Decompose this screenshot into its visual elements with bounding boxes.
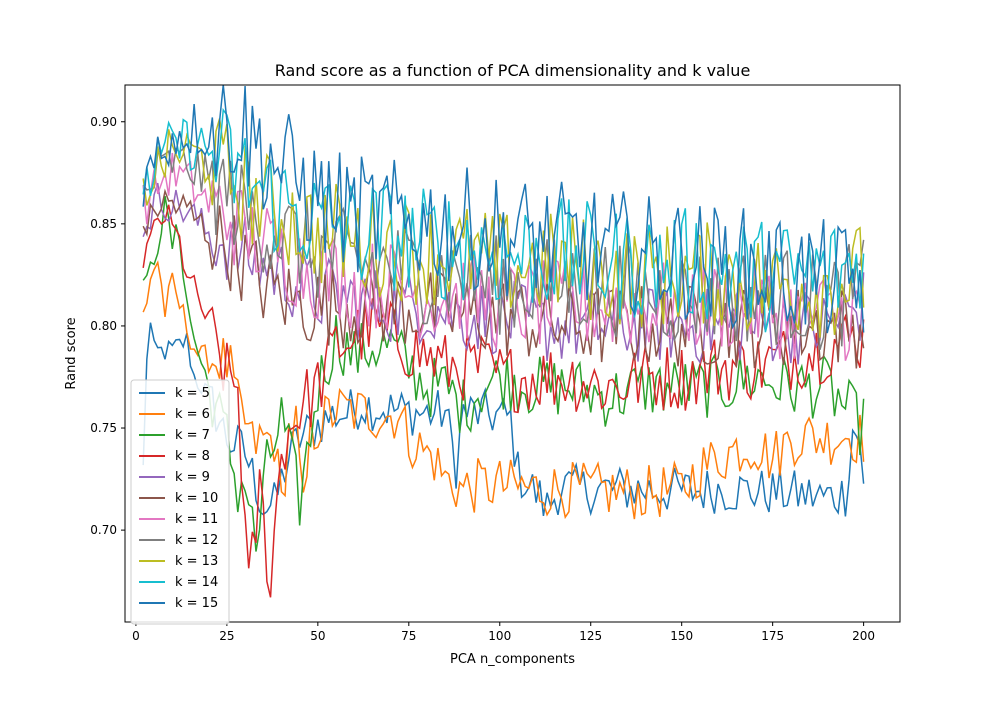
y-tick-label: 0.90 — [90, 115, 117, 129]
legend-label: k = 15 — [175, 596, 218, 611]
x-tick-label: 25 — [219, 629, 234, 643]
series-line-k10 — [142, 188, 865, 369]
y-axis: 0.70 0.75 0.80 0.85 0.90 — [90, 115, 125, 537]
legend-label: k = 14 — [175, 575, 218, 590]
legend-label: k = 7 — [175, 428, 210, 443]
x-tick-label: 0 — [132, 629, 140, 643]
legend-box — [130, 379, 230, 625]
plot-lines — [142, 84, 865, 598]
x-axis: 0 25 50 75 100 125 150 175 200 — [132, 622, 875, 643]
legend-label: k = 9 — [175, 470, 210, 485]
x-axis-label: PCA n_components — [450, 652, 575, 667]
y-tick-label: 0.70 — [90, 523, 117, 537]
series-line-k6 — [142, 260, 865, 520]
x-tick-label: 175 — [761, 629, 784, 643]
x-tick-label: 125 — [579, 629, 602, 643]
x-tick-label: 75 — [401, 629, 416, 643]
series-line-k8 — [142, 204, 865, 598]
legend-label: k = 11 — [175, 512, 218, 527]
chart-title: Rand score as a function of PCA dimensio… — [275, 61, 751, 80]
y-axis-label: Rand score — [64, 317, 79, 389]
series-line-k7 — [142, 196, 865, 552]
x-tick-label: 200 — [852, 629, 875, 643]
series-line-k12 — [142, 147, 865, 350]
x-tick-label: 50 — [310, 629, 325, 643]
legend-label: k = 10 — [175, 491, 218, 506]
x-tick-label: 100 — [488, 629, 511, 643]
x-tick-label: 150 — [670, 629, 693, 643]
y-tick-label: 0.85 — [90, 217, 117, 231]
legend-label: k = 6 — [175, 407, 210, 422]
legend-label: k = 5 — [175, 386, 210, 401]
legend-label: k = 8 — [175, 449, 210, 464]
legend-label: k = 12 — [175, 533, 218, 548]
legend-label: k = 13 — [175, 554, 218, 569]
legend: k = 5 k = 6 k = 7 k = 8 k = 9 k = 10 k = 11 k =… — [130, 379, 230, 625]
series-line-k15 — [142, 84, 865, 334]
y-tick-label: 0.80 — [90, 319, 117, 333]
y-tick-label: 0.75 — [90, 421, 117, 435]
plot-frame — [124, 84, 901, 623]
